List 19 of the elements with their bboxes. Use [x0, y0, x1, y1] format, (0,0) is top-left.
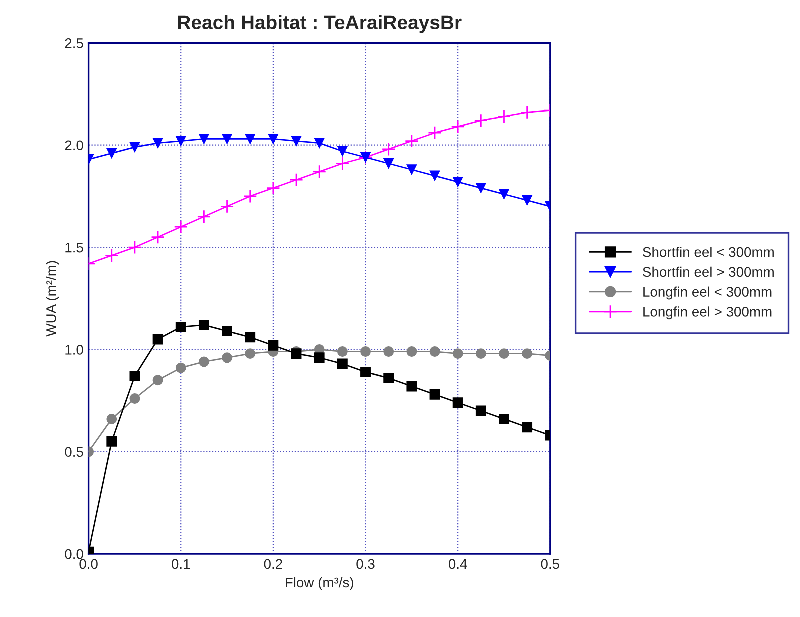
x-axis-title: Flow (m³/s) — [286, 577, 354, 590]
legend-label: Longfin eel < 300mm — [644, 286, 772, 300]
chart-title: Reach Habitat : TeAraiReaysBr — [178, 15, 462, 34]
legend-label: Shortfin eel > 300mm — [643, 266, 774, 278]
y-tick-label: 0.0 — [65, 549, 84, 560]
x-tick-label: 0.0 — [80, 559, 98, 570]
x-tick-label: 0.4 — [448, 559, 468, 570]
y-tick-label: 0.5 — [65, 447, 84, 458]
legend-label: Longfin eel > 300mm — [644, 306, 772, 320]
x-tick-label: 0.3 — [356, 559, 375, 570]
y-axis-title: WUA (m²/m) — [46, 261, 60, 337]
y-tick-label: 1.0 — [66, 345, 84, 355]
x-tick-label: 0.5 — [541, 559, 560, 570]
legend-label: Shortfin eel < 300mm — [643, 246, 774, 258]
x-tick-label: 0.1 — [172, 559, 190, 570]
y-tick-label: 1.5 — [66, 243, 84, 253]
y-tick-label: 2.0 — [65, 140, 84, 151]
x-tick-label: 0.2 — [264, 559, 282, 570]
y-tick-label: 2.5 — [65, 38, 84, 48]
